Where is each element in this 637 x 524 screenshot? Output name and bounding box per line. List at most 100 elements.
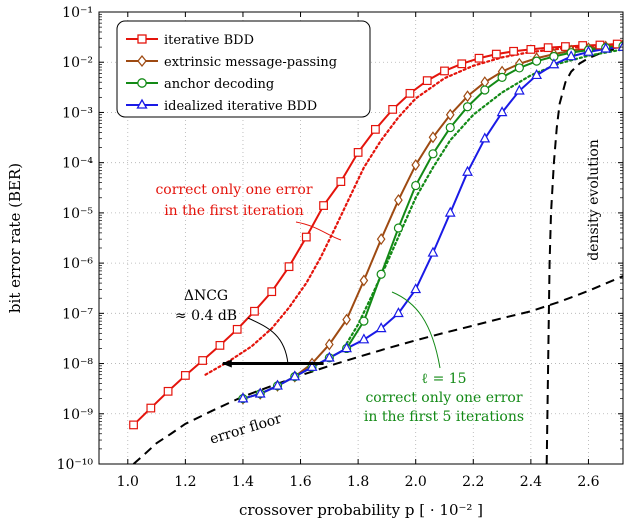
data-point-idealized-iterative-BDD	[393, 307, 404, 318]
data-point-idealized-iterative-BDD	[341, 342, 353, 353]
delta-ncg-connector	[247, 317, 289, 365]
data-point-extrinsic-message-passing	[394, 194, 403, 207]
red-note-line1: correct only one error	[155, 182, 312, 198]
data-point-anchor-decoding	[497, 72, 507, 82]
data-point-iterative-BDD	[457, 59, 467, 69]
data-point-iterative-BDD	[422, 76, 432, 86]
delta-ncg-line1: ΔNCG	[184, 288, 228, 304]
delta-ncg-line2: ≈ 0.4 dB	[175, 308, 237, 324]
data-point-idealized-iterative-BDD	[531, 68, 543, 80]
legend-label-extrinsic-message-passing: extrinsic message-passing	[164, 55, 337, 70]
data-point-idealized-iterative-BDD	[375, 322, 387, 333]
green-note-connector	[391, 291, 441, 369]
y-tick-label: 10⁻⁴	[62, 156, 93, 172]
y-tick-label: 10⁻¹⁰	[57, 457, 94, 473]
data-point-anchor-decoding	[480, 85, 490, 95]
data-point-anchor-decoding	[393, 223, 404, 233]
data-point-extrinsic-message-passing	[342, 313, 351, 326]
data-point-iterative-BDD	[198, 356, 208, 365]
data-point-extrinsic-message-passing	[463, 90, 472, 103]
y-tick-label: 10⁻¹	[62, 5, 93, 21]
data-point-iterative-BDD	[163, 386, 173, 396]
data-point-iterative-BDD	[301, 232, 311, 242]
legend-entry-idealized-iterative-bdd: idealized iterative BDD	[126, 98, 317, 114]
data-point-extrinsic-message-passing	[445, 108, 455, 121]
data-point-iterative-BDD	[509, 46, 518, 56]
data-point-iterative-BDD	[284, 262, 294, 272]
error-floor-label: error floor	[208, 411, 284, 448]
data-point-idealized-iterative-BDD	[410, 283, 422, 294]
data-markers	[129, 38, 623, 430]
data-point-iterative-BDD	[336, 177, 346, 186]
data-point-idealized-iterative-BDD	[323, 351, 335, 362]
data-point-idealized-iterative-BDD	[444, 206, 456, 217]
data-point-idealized-iterative-BDD	[427, 246, 439, 257]
dotted-curve-0	[204, 43, 623, 376]
x-tick-label: 1.8	[347, 474, 369, 490]
data-point-anchor-decoding	[532, 56, 542, 66]
data-point-iterative-BDD	[146, 403, 156, 413]
data-point-idealized-iterative-BDD	[496, 106, 508, 117]
data-point-anchor-decoding	[445, 122, 455, 133]
data-point-iterative-BDD	[250, 306, 259, 316]
data-point-idealized-iterative-BDD	[600, 42, 612, 53]
data-point-iterative-BDD	[388, 104, 398, 114]
data-point-iterative-BDD	[370, 124, 380, 134]
axis-ticks: 1.0 1.2 1.4 1.6 1.8 2.0 2.2 2.4 2.6 10⁻¹⁰ 10⁻⁹ 10⁻⁸…	[57, 5, 623, 490]
annotations: correct only one error in the first iter…	[155, 139, 602, 447]
data-point-anchor-decoding	[514, 63, 524, 73]
legend-box	[116, 20, 371, 118]
y-tick-label: 10⁻²	[62, 55, 93, 71]
x-tick-label: 1.2	[174, 474, 196, 490]
data-point-idealized-iterative-BDD	[617, 40, 623, 51]
data-point-idealized-iterative-BDD	[462, 165, 473, 176]
x-axis-title: crossover probability p [ · 10⁻² ]	[239, 501, 483, 519]
plot-frame	[98, 11, 624, 465]
data-point-idealized-iterative-BDD	[358, 333, 370, 344]
legend-entry-extrinsic-message-passing: extrinsic message-passing	[126, 54, 337, 70]
data-point-iterative-BDD	[543, 43, 553, 53]
legend-label-idealized-iterative-bdd: idealized iterative BDD	[164, 99, 317, 114]
data-point-iterative-BDD	[561, 42, 570, 51]
data-point-iterative-BDD	[267, 287, 277, 297]
data-point-anchor-decoding	[411, 180, 421, 191]
y-tick-label: 10⁻⁵	[62, 206, 93, 222]
data-point-iterative-BDD	[353, 148, 363, 157]
y-tick-label: 10⁻⁷	[62, 306, 93, 322]
y-tick-label: 10⁻⁶	[62, 256, 93, 272]
x-tick-label: 2.4	[520, 474, 542, 490]
data-point-iterative-BDD	[180, 371, 190, 380]
dashed-curve-density-evolution	[545, 46, 623, 464]
y-axis-title: bit error rate (BER)	[6, 163, 24, 313]
data-point-idealized-iterative-BDD	[272, 379, 283, 390]
data-point-idealized-iterative-BDD	[289, 370, 301, 381]
data-point-anchor-decoding	[359, 316, 369, 326]
data-point-idealized-iterative-BDD	[479, 132, 491, 143]
data-point-idealized-iterative-BDD	[583, 45, 594, 56]
x-tick-label: 2.2	[462, 474, 484, 490]
legend: iterative BDD extrinsic message-passing …	[116, 20, 371, 118]
data-point-extrinsic-message-passing	[428, 131, 438, 144]
x-tick-label: 1.6	[289, 474, 311, 490]
green-note-line2: in the first 5 iterations	[364, 409, 524, 425]
data-point-idealized-iterative-BDD	[237, 392, 249, 403]
legend-label-anchor-decoding: anchor decoding	[164, 77, 274, 92]
x-tick-label: 1.0	[117, 474, 139, 490]
data-point-iterative-BDD	[526, 45, 536, 54]
x-tick-label: 1.4	[232, 474, 254, 490]
data-point-iterative-BDD	[215, 340, 225, 350]
y-tick-label: 10⁻⁹	[62, 407, 93, 423]
data-point-idealized-iterative-BDD	[565, 50, 577, 61]
legend-entry-anchor-decoding: anchor decoding	[126, 77, 274, 92]
y-tick-label: 10⁻³	[62, 105, 93, 121]
x-tick-label: 2.0	[405, 474, 427, 490]
data-point-anchor-decoding	[428, 149, 438, 159]
data-point-iterative-BDD	[129, 420, 138, 430]
data-point-iterative-BDD	[474, 53, 484, 63]
data-point-iterative-BDD	[440, 66, 449, 76]
data-point-extrinsic-message-passing	[411, 158, 421, 171]
data-point-iterative-BDD	[232, 324, 242, 334]
data-point-extrinsic-message-passing	[359, 274, 369, 287]
data-point-idealized-iterative-BDD	[254, 387, 266, 398]
